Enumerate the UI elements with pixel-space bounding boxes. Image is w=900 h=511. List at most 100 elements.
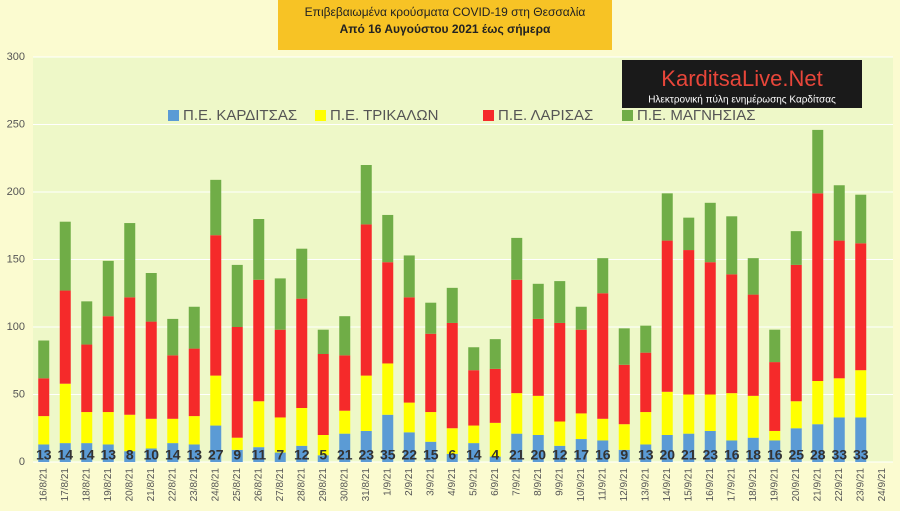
bar-segment — [812, 129, 824, 194]
legend-swatch — [168, 110, 179, 121]
bar-segment — [747, 437, 759, 462]
bar-segment — [532, 283, 544, 319]
legend-label: Π.Ε. ΚΑΡΔΙΤΣΑΣ — [183, 107, 297, 124]
bar-segment — [468, 347, 480, 371]
bar-segment — [403, 255, 415, 298]
bar-segment — [640, 352, 652, 413]
bar-segment — [360, 165, 372, 225]
bar-segment — [360, 224, 372, 376]
bar-segment — [145, 273, 157, 322]
data-label: 20 — [659, 447, 675, 463]
bar-segment — [81, 344, 93, 413]
bar-segment — [253, 279, 265, 402]
bar-segment — [59, 290, 71, 384]
bar-segment — [81, 443, 93, 462]
data-label: 4 — [491, 447, 499, 463]
bar-segment — [339, 355, 351, 411]
bar-segment — [425, 302, 437, 334]
x-tick-label: 28/8/21 — [296, 468, 307, 502]
data-label: 28 — [810, 447, 826, 463]
x-tick-label: 8/9/21 — [533, 468, 544, 496]
bar-segment — [747, 294, 759, 396]
bar-segment — [468, 370, 480, 426]
bar-segment — [425, 412, 437, 442]
bar-segment — [145, 321, 157, 419]
x-tick-label: 18/8/21 — [81, 468, 92, 502]
y-tick-label: 150 — [7, 253, 25, 265]
bar-segment — [704, 262, 716, 395]
x-tick-label: 17/8/21 — [60, 468, 71, 502]
bar-segment — [167, 418, 179, 444]
bar-segment — [532, 435, 544, 462]
data-label: 5 — [319, 447, 327, 463]
bar-segment — [704, 430, 716, 462]
bar-segment — [296, 248, 308, 299]
bar-segment — [790, 428, 802, 462]
bar-segment — [468, 425, 480, 444]
bar-segment — [575, 329, 587, 414]
bar-segment — [317, 455, 329, 462]
x-tick-label: 14/9/21 — [662, 468, 673, 502]
x-tick-label: 13/9/21 — [640, 468, 651, 502]
bar-segment — [468, 443, 480, 462]
x-tick-label: 4/9/21 — [447, 468, 458, 496]
bar-segment — [554, 322, 566, 422]
bar-segment — [446, 322, 458, 429]
bar-segment — [683, 217, 695, 251]
bar-segment — [296, 445, 308, 462]
data-label: 35 — [380, 447, 396, 463]
bar-segment — [102, 444, 114, 462]
bar-segment — [38, 340, 50, 379]
data-label: 12 — [294, 447, 310, 463]
legend-swatch — [315, 110, 326, 121]
x-tick-label: 15/9/21 — [683, 468, 694, 502]
bar-segment — [124, 297, 136, 415]
bar-segment — [446, 287, 458, 323]
data-label: 21 — [337, 447, 353, 463]
legend-label: Π.Ε. ΤΡΙΚΑΛΩΝ — [330, 107, 438, 124]
bar-segment — [726, 274, 738, 394]
bar-segment — [489, 422, 501, 457]
bar-segment — [124, 414, 136, 452]
data-label: 14 — [165, 447, 181, 463]
bar-segment — [640, 412, 652, 445]
bar-segment — [855, 194, 867, 244]
x-tick-label: 30/8/21 — [339, 468, 350, 502]
bar-segment — [145, 448, 157, 462]
bar-segment — [339, 433, 351, 462]
x-tick-label: 23/8/21 — [189, 468, 200, 502]
bar-segment — [231, 437, 243, 450]
bar-segment — [575, 306, 587, 330]
bar-segment — [403, 402, 415, 433]
bar-segment — [855, 417, 867, 462]
x-tick-label: 20/9/21 — [791, 468, 802, 502]
data-label: 13 — [36, 447, 52, 463]
x-tick-label: 11/9/21 — [597, 468, 608, 501]
y-tick-label: 100 — [7, 321, 25, 333]
bar-segment — [597, 293, 609, 419]
data-label: 27 — [208, 447, 224, 463]
x-tick-label: 29/8/21 — [318, 468, 329, 502]
bar-segment — [360, 430, 372, 462]
data-label: 11 — [251, 447, 266, 463]
x-tick-label: 26/8/21 — [253, 468, 264, 502]
bar-segment — [554, 445, 566, 462]
bar-segment — [296, 408, 308, 446]
bar-segment — [59, 383, 71, 444]
x-tick-label: 31/8/21 — [361, 468, 372, 502]
bar-segment — [59, 221, 71, 291]
bar-segment — [210, 179, 222, 236]
x-tick-label: 27/8/21 — [275, 468, 286, 502]
bar-segment — [726, 440, 738, 462]
bar-segment — [597, 418, 609, 441]
bar-segment — [231, 327, 243, 438]
data-label: 13 — [186, 447, 202, 463]
data-label: 15 — [423, 447, 439, 463]
bar-segment — [317, 435, 329, 456]
x-tick-label: 23/9/21 — [855, 468, 866, 502]
bar-segment — [489, 368, 501, 423]
bar-segment — [532, 395, 544, 435]
data-label: 16 — [767, 447, 783, 463]
data-label: 33 — [831, 447, 847, 463]
bar-segment — [167, 355, 179, 419]
